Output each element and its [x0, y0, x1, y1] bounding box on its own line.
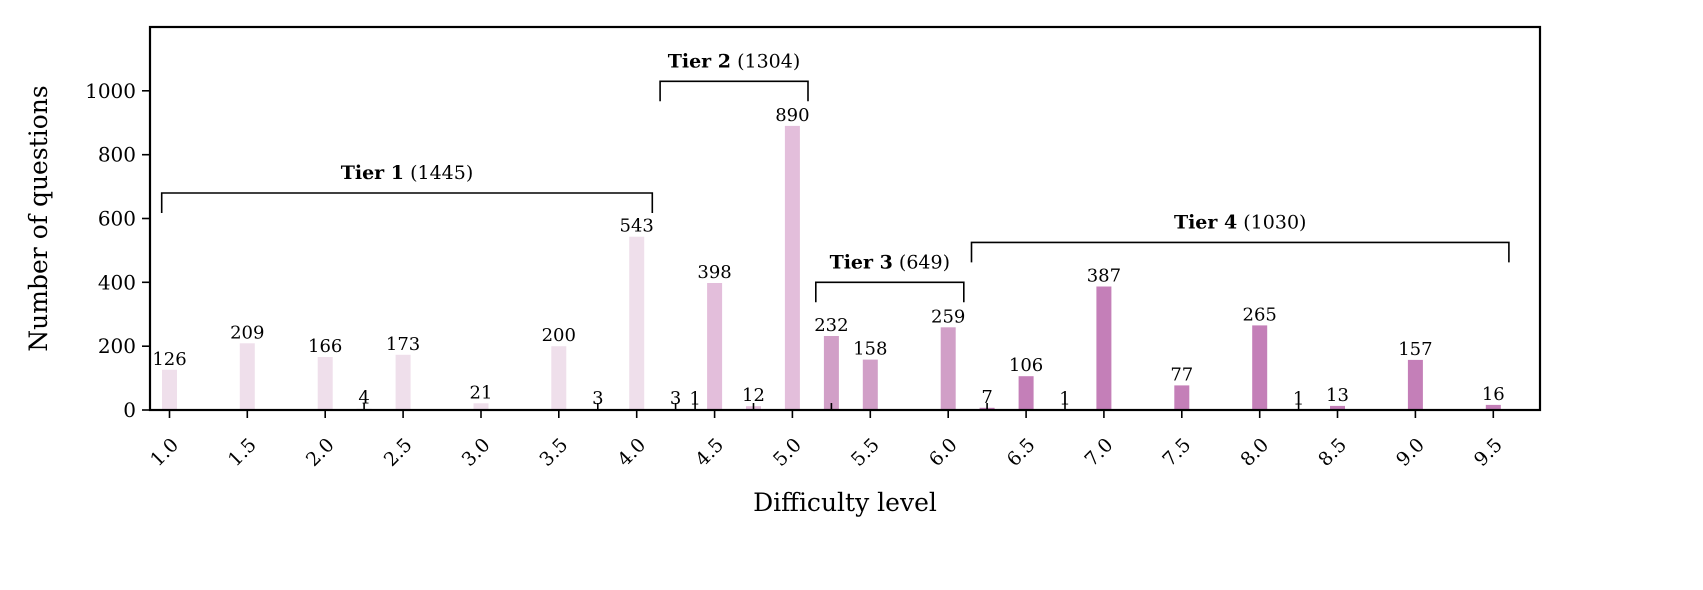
y-tick-label: 400: [98, 270, 136, 294]
y-tick-label: 800: [98, 143, 136, 167]
bar-value-label: 12: [742, 385, 765, 406]
bar-8_5: [1330, 405, 1345, 410]
bar-value-label: 200: [542, 325, 576, 346]
bar-1_5: [239, 343, 255, 410]
bar-value-label: 398: [697, 262, 731, 283]
tier-label: Tier 1 (1445): [341, 162, 474, 184]
bar-3_5: [551, 346, 567, 410]
bar-value-label: 13: [1326, 385, 1349, 406]
bar-value-label: 21: [470, 382, 493, 403]
bar-value-label: 7: [981, 387, 992, 408]
x-tick-label: 2.5: [380, 434, 417, 471]
bar-value-label: 387: [1087, 266, 1121, 287]
bar-5_25: [823, 336, 839, 410]
bar-value-label: 3: [670, 388, 681, 409]
bar-value-label: 1: [689, 389, 700, 410]
bar-value-label: 232: [814, 315, 848, 336]
tier-name: Tier 1: [341, 162, 404, 184]
tier-label: Tier 4 (1030): [1174, 211, 1307, 233]
x-tick-label: 1.5: [224, 434, 261, 471]
bar-value-label: 890: [775, 105, 809, 126]
bar-6_5: [1018, 376, 1034, 410]
x-tick-label: 4.5: [691, 434, 728, 471]
bar-value-label: 158: [853, 339, 887, 360]
bar-value-label: 3: [592, 388, 603, 409]
bar-6: [940, 327, 956, 410]
bar-value-label: 259: [931, 306, 965, 327]
x-tick-label: 7.5: [1158, 434, 1195, 471]
tier-count: (1304): [731, 50, 800, 72]
tier-brackets: Tier 1 (1445)Tier 2 (1304)Tier 3 (649)Ti…: [160, 50, 1510, 303]
bar-2_5: [395, 354, 411, 410]
bar-value-label: 157: [1398, 339, 1432, 360]
x-tick-label: 8.0: [1236, 434, 1273, 471]
bar-value-label: 126: [152, 349, 186, 370]
bar-2: [317, 357, 333, 410]
y-tick-label: 1000: [85, 79, 136, 103]
tier-count: (1445): [404, 162, 473, 184]
y-axis-ticks: 0 200 400 600 800 1000: [85, 79, 150, 422]
y-tick-label: 200: [98, 334, 136, 358]
tier-count: (1030): [1237, 211, 1306, 233]
bar-value-label: 265: [1243, 304, 1277, 325]
bar-value-label: 106: [1009, 355, 1043, 376]
bar-value-label: 1: [1293, 389, 1304, 410]
tier-name: Tier 3: [830, 251, 893, 273]
x-tick-label: 5.0: [769, 434, 806, 471]
tier-name: Tier 4: [1174, 211, 1237, 233]
tier-bracket: [815, 281, 965, 303]
bar-4_5: [707, 283, 723, 410]
x-tick-label: 9.5: [1470, 434, 1507, 471]
y-axis-label: Number of questions: [24, 85, 53, 351]
tier-count: (649): [893, 251, 950, 273]
bar-value-label: 173: [386, 334, 420, 355]
x-tick-label: 3.5: [535, 434, 572, 471]
bar-1: [162, 369, 177, 410]
tier-bracket: [659, 80, 809, 102]
x-tick-label: 4.0: [613, 434, 650, 471]
x-tick-label: 2.0: [302, 434, 339, 471]
x-tick-label: 1.0: [146, 434, 183, 471]
bar-value-label: 209: [230, 322, 264, 343]
tier-name: Tier 2: [668, 50, 731, 72]
bar-series: [162, 125, 1501, 411]
x-tick-label: 3.0: [458, 434, 495, 471]
tier-bracket: [160, 192, 654, 213]
bar-value-label: 166: [308, 336, 342, 357]
bar-9_5: [1485, 404, 1501, 410]
tier-label: Tier 2 (1304): [668, 50, 801, 72]
x-tick-label: 6.5: [1003, 434, 1040, 471]
x-tick-label: 9.0: [1392, 434, 1429, 471]
bar-value-label: 77: [1170, 364, 1193, 385]
bar-7_5: [1174, 385, 1190, 410]
tier-bracket: [970, 241, 1510, 263]
bar-4: [629, 236, 645, 410]
tier-label: Tier 3 (649): [830, 251, 950, 273]
bar-5: [784, 125, 800, 411]
x-tick-label: 8.5: [1314, 434, 1351, 471]
bar-9: [1407, 359, 1423, 410]
plot-frame: [148, 25, 1542, 412]
bar-value-label: 4: [358, 388, 369, 409]
x-tick-label: 5.5: [847, 434, 884, 471]
x-tick-label: 6.0: [925, 434, 962, 471]
bar-value-label: 16: [1482, 384, 1505, 405]
bar-value-label: 1: [1059, 389, 1070, 410]
x-minor-ticks: [363, 403, 1300, 410]
y-tick-label: 600: [98, 207, 136, 231]
bar-7: [1096, 286, 1112, 410]
bar-8: [1252, 325, 1268, 410]
y-tick-label: 0: [123, 398, 136, 422]
x-tick-label: 7.0: [1081, 434, 1118, 471]
bar-3: [473, 403, 489, 410]
bar-value-label: 543: [620, 216, 654, 237]
x-axis-ticks: 1.0 1.5 2.0 2.5 3.0 3.5 4.0 4.5 5.0 5.5 6.0 6.5 7.0 7…: [146, 410, 1507, 471]
x-axis-label: Difficulty level: [753, 488, 937, 517]
bar-5_5: [862, 359, 878, 410]
